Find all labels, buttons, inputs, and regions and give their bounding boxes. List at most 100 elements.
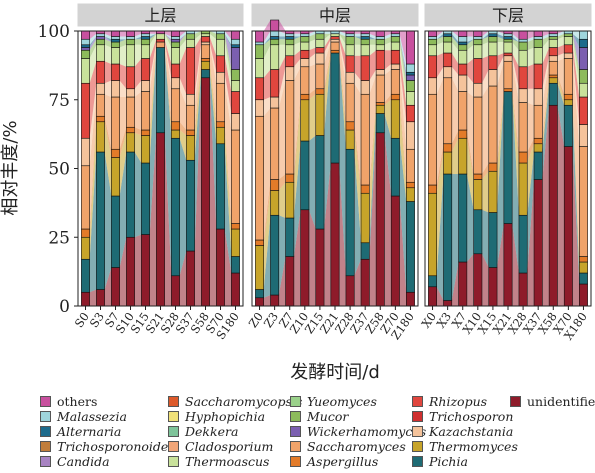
bar-segment-thermomyces <box>141 135 150 164</box>
bar-segment-rhizopus <box>96 60 105 84</box>
bar-segment-rhizopus <box>390 49 400 65</box>
bar-segment-alternaria <box>231 44 240 48</box>
legend-swatch <box>290 455 301 467</box>
bar-segment-rhizopus <box>473 58 483 84</box>
bar-segment-unidentified <box>201 77 210 307</box>
bar-segment-saccharomyces <box>315 63 325 90</box>
bar-segment-thermoascus <box>488 41 498 57</box>
bar-segment-thermoascus <box>156 33 165 40</box>
bar-segment-pichia <box>458 173 468 263</box>
bar-segment-kazachstania <box>141 80 150 92</box>
legend-item: Cladosporium <box>168 439 273 454</box>
bar-segment-rhizopus <box>428 55 437 79</box>
bar-segment-malassezia <box>270 30 280 37</box>
bar-segment-thermomyces <box>81 236 90 260</box>
bar-segment-mucor <box>255 44 264 59</box>
bar-segment-others <box>255 30 264 43</box>
bar-segment-kazachstania <box>330 38 340 43</box>
legend-swatch <box>40 455 51 467</box>
bar-segment-malassezia <box>458 36 468 43</box>
bar-segment-unidentified <box>518 272 528 307</box>
legend-item: Yueomyces <box>290 394 377 409</box>
legend-swatch <box>290 425 301 437</box>
bar-segment-saccharomyces <box>156 41 165 48</box>
bar-segment-pichia <box>255 289 264 299</box>
bar-segment-thermomyces <box>579 261 588 274</box>
bar-segment-thermomyces <box>406 187 415 202</box>
bar-segment-mucor <box>548 36 558 40</box>
bar-segment-others <box>473 30 483 37</box>
bar-segment-mucor <box>563 33 573 37</box>
bar-segment-aspergillus <box>548 74 558 79</box>
bar-segment-saccharomyces <box>579 146 588 257</box>
panel-title: 中层 <box>319 6 351 25</box>
bar-segment-thermoascus <box>315 38 325 48</box>
bar-segment-malassezia <box>473 36 483 40</box>
bar-segment-malassezia <box>548 33 558 37</box>
bar-segment-kazachstania <box>126 88 135 98</box>
legend-item: unidentified <box>510 393 595 409</box>
bar-segment-thermoascus <box>330 33 340 37</box>
bar-segment-saccharomyces <box>285 80 295 175</box>
legend-label: Wickerhamomyces <box>307 423 427 439</box>
bar-segment-mucor <box>443 36 453 43</box>
bar-segment-aspergillus <box>563 93 573 101</box>
legend-item: Dekkera <box>168 424 238 439</box>
bar-segment-malassezia <box>171 36 180 40</box>
bar-segment-thermoascus <box>171 47 180 65</box>
bar-segment-thermomyces <box>285 181 295 219</box>
legend-swatch <box>290 395 301 407</box>
legend-label: Malassezia <box>57 408 127 424</box>
legend-item: others <box>40 394 97 409</box>
bar-segment-saccharomyces <box>458 91 468 131</box>
bar-segment-thermoascus <box>285 44 295 57</box>
flow-area-pichia <box>255 53 415 298</box>
bar-segment-pichia <box>300 140 310 211</box>
bar-segment-rhizopus <box>171 63 180 79</box>
bar-segment-saccharomyces <box>443 77 453 145</box>
bar-segment-saccharomyces <box>300 66 310 95</box>
legend-item: Mucor <box>290 409 348 424</box>
bar-segment-aspergillus <box>171 121 180 131</box>
bar-segment-alternaria <box>360 36 370 40</box>
legend-label: Rhizopus <box>429 393 488 409</box>
bar-segment-unidentified <box>503 223 513 307</box>
bar-segment-thermoascus <box>111 47 120 65</box>
bar-segment-unidentified <box>111 267 120 307</box>
bar-segment-unidentified <box>473 253 483 307</box>
bar-segment-aspergillus <box>533 137 543 145</box>
bar-segment-alternaria <box>458 41 468 46</box>
bar-segment-pichia <box>488 212 498 268</box>
bar-segment-kazachstania <box>285 66 295 81</box>
legend-item: Thermomyces <box>412 439 518 454</box>
bar-segment-malassezia <box>285 33 295 37</box>
bar-segment-malassezia <box>375 36 385 40</box>
bar-segment-thermoascus <box>579 82 588 98</box>
bar-segment-saccharomyces <box>171 88 180 123</box>
bar-segment-rhizopus <box>458 63 468 76</box>
bar-segment-saccharomyces <box>503 60 513 90</box>
bar-segment-kazachstania <box>488 69 498 87</box>
bar-segment-rhizopus <box>186 47 195 95</box>
bar-segment-thermomyces <box>171 129 180 139</box>
bar-segment-thermomyces <box>315 93 325 136</box>
flow-area-mucor <box>81 31 240 81</box>
bar-segment-malassezia <box>111 36 120 40</box>
legend-item: Pichia <box>412 454 468 469</box>
bar-segment-alternaria <box>579 38 588 48</box>
bar-segment-unidentified <box>375 132 385 307</box>
legend-item: Candida <box>40 454 110 469</box>
bar-segment-saccharomyces <box>231 129 240 224</box>
bar-segment-aspergillus <box>406 181 415 189</box>
bar-segment-unidentified <box>270 294 280 307</box>
bar-segment-pichia <box>111 195 120 268</box>
bar-segment-saccharomyces <box>111 96 120 150</box>
bar-segment-kazachstania <box>503 55 513 62</box>
bar-segment-unidentified <box>300 209 310 307</box>
bar-segment-mucor <box>458 44 468 51</box>
bar-segment-aspergillus <box>473 173 483 180</box>
x-axis-label: 发酵时间/d <box>290 362 380 383</box>
legend-label: unidentified <box>527 393 595 409</box>
bar-segment-saccharomyces <box>360 93 370 186</box>
